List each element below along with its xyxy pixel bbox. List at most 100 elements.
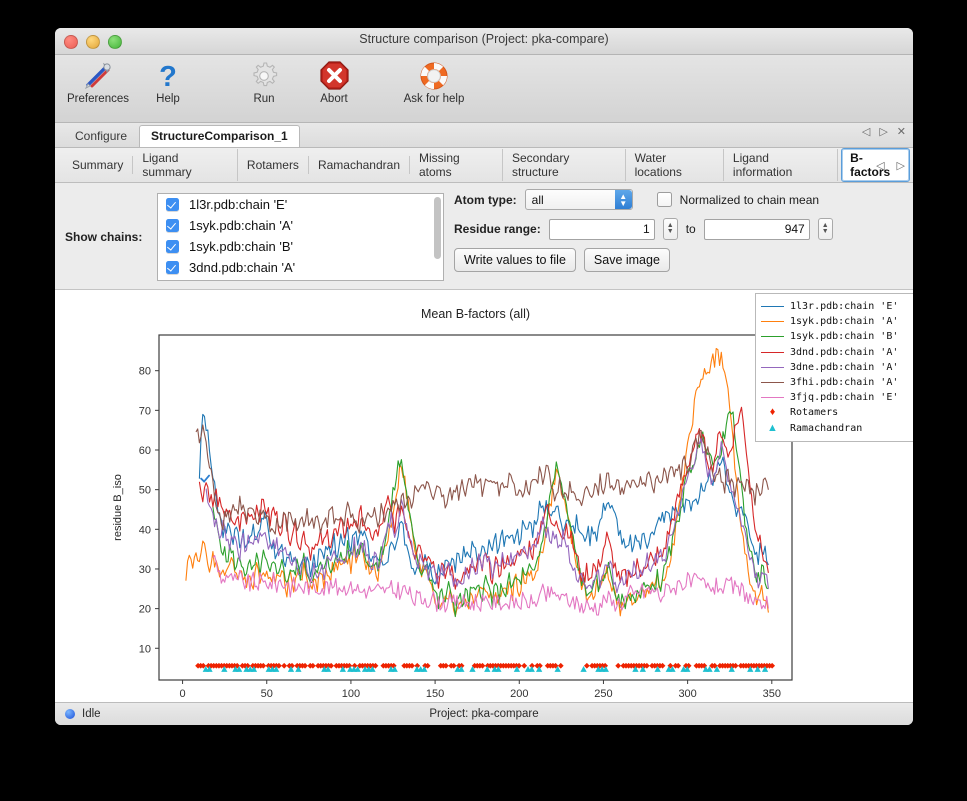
tab-missing-atoms[interactable]: Missing atoms — [410, 149, 503, 181]
ramachandran-marker — [295, 665, 302, 672]
ramachandran-marker — [754, 665, 761, 672]
atom-type-value: all — [531, 192, 544, 207]
residue-to-stepper[interactable]: ▲ ▼ — [817, 218, 833, 240]
scrollbar-thumb[interactable] — [434, 197, 441, 259]
residue-range-to-input[interactable]: 947 — [703, 218, 810, 240]
residue-range-from-input[interactable]: 1 — [548, 218, 655, 240]
tab-ramachandran[interactable]: Ramachandran — [309, 156, 410, 174]
chain-label: 1syk.pdb:chain 'B' — [189, 239, 293, 254]
y-tick-label: 50 — [139, 485, 151, 497]
toolbar-button-abort[interactable]: Abort — [299, 59, 369, 105]
tab-rotamers[interactable]: Rotamers — [238, 156, 309, 174]
window-controls[interactable] — [64, 35, 122, 49]
app-window: Structure comparison (Project: pka-compa… — [55, 28, 913, 725]
chevron-right-icon[interactable]: ▷ — [896, 159, 905, 172]
tab-ligand-information[interactable]: Ligand information — [724, 149, 839, 181]
chevron-left-icon[interactable]: ◁ — [876, 159, 885, 172]
plot-line-series — [198, 413, 769, 585]
write-values-to-file-button[interactable]: Write values to file — [454, 248, 576, 272]
ramachandran-marker — [761, 665, 769, 672]
rotamer-marker — [711, 662, 718, 669]
x-tick-label: 50 — [261, 688, 273, 700]
normalized-label: Normalized to chain mean — [679, 192, 820, 207]
status-indicator-icon — [65, 709, 75, 719]
rotamer-marker — [276, 662, 282, 669]
question-mark-icon: ? — [153, 59, 184, 92]
chain-list-scrollbar[interactable] — [434, 197, 441, 269]
y-tick-label: 40 — [139, 524, 151, 536]
action-button-row: Write values to file Save image — [454, 248, 905, 272]
toolbar-button-ask-for-help[interactable]: Ask for help — [399, 59, 469, 105]
rotamer-marker — [414, 662, 421, 669]
rotamer-marker — [557, 662, 564, 669]
tab-secondary-structure[interactable]: Secondary structure — [503, 149, 626, 181]
ramachandran-marker — [458, 665, 465, 672]
checkbox-checked-icon[interactable] — [166, 198, 179, 211]
legend-line-swatch — [761, 382, 784, 384]
list-item[interactable]: 1syk.pdb:chain 'B' — [158, 236, 443, 257]
legend-label: Ramachandran — [790, 422, 863, 434]
legend-marker-swatch: ▲ — [767, 421, 778, 434]
plot-options-group: Atom type: all ▲ ▼ Normalized to chain me… — [444, 189, 905, 285]
chain-label: 1l3r.pdb:chain 'E' — [189, 197, 288, 212]
list-item[interactable]: 3dnd.pdb:chain 'A' — [158, 257, 443, 278]
atom-type-select[interactable]: all ▲ ▼ — [524, 189, 633, 210]
rotamer-marker — [458, 662, 465, 669]
residue-range-to-label: to — [685, 222, 696, 236]
x-tick-label: 350 — [763, 688, 781, 700]
list-item[interactable]: 1l3r.pdb:chain 'E' — [158, 194, 443, 215]
x-tick-label: 200 — [510, 688, 528, 700]
tab-summary[interactable]: Summary — [63, 156, 134, 174]
ramachandran-marker — [747, 665, 754, 672]
rotamer-marker — [328, 662, 335, 669]
legend-line-swatch — [761, 366, 784, 368]
project-tab-bar: Configure StructureComparison_1 ◁ ▷ ✕ — [55, 123, 913, 148]
ramachandran-marker — [324, 665, 332, 672]
y-tick-label: 30 — [139, 564, 151, 576]
tab-structurecomparison-1[interactable]: StructureComparison_1 — [139, 125, 300, 147]
toolbar-label: Abort — [320, 93, 348, 105]
rotamer-marker — [643, 662, 650, 669]
residue-from-stepper[interactable]: ▲ ▼ — [662, 218, 678, 240]
ramachandran-marker — [421, 665, 428, 672]
status-bar: Idle Project: pka-compare — [55, 702, 913, 725]
ramachandran-marker — [369, 665, 376, 672]
svg-text:?: ? — [159, 61, 177, 91]
tab-water-locations[interactable]: Water locations — [626, 149, 724, 181]
window-title: Structure comparison (Project: pka-compa… — [359, 32, 609, 46]
plot-area[interactable]: Mean B-factors (all) 0 50 100 150 200 250 300 35… — [55, 290, 913, 702]
toolbar-button-run[interactable]: Run — [229, 59, 299, 105]
tab-configure[interactable]: Configure — [75, 129, 128, 143]
plot-line-series — [205, 438, 769, 594]
x-tick-label: 250 — [594, 688, 612, 700]
checkbox-checked-icon[interactable] — [166, 240, 179, 253]
stop-x-icon — [319, 59, 349, 92]
legend-label: Rotamers — [790, 407, 839, 419]
save-image-button[interactable]: Save image — [583, 248, 670, 272]
legend-label: 3fjq.pdb:chain 'E' — [790, 392, 899, 404]
minimize-light[interactable] — [86, 35, 100, 49]
rotamer-marker — [281, 662, 288, 669]
close-icon[interactable]: ✕ — [896, 126, 906, 138]
list-item[interactable]: 1syk.pdb:chain 'A' — [158, 215, 443, 236]
chevron-left-icon[interactable]: ◁ — [861, 126, 871, 138]
b-factor-plot[interactable]: Mean B-factors (all) 0 50 100 150 200 250 300 35… — [55, 290, 913, 702]
legend-item: 1l3r.pdb:chain 'E' — [761, 299, 910, 314]
ramachandran-marker — [580, 665, 587, 672]
chevron-updown-icon[interactable]: ▲ ▼ — [614, 190, 632, 209]
toolbar-button-help[interactable]: ? Help — [133, 59, 203, 105]
tab-nav-controls: ◁ ▷ ✕ — [862, 125, 906, 138]
chevron-right-icon[interactable]: ▷ — [879, 126, 888, 138]
tab-ligand-summary[interactable]: Ligand summary — [133, 149, 238, 181]
maximize-light[interactable] — [108, 35, 122, 49]
checkbox-checked-icon[interactable] — [166, 261, 179, 274]
chain-label: 1syk.pdb:chain 'A' — [189, 218, 293, 233]
toolbar-button-preferences[interactable]: Preferences — [63, 59, 133, 105]
ramachandran-marker — [391, 665, 398, 672]
close-light[interactable] — [64, 35, 78, 49]
normalized-checkbox[interactable] — [656, 192, 672, 207]
chain-list[interactable]: 1l3r.pdb:chain 'E' 1syk.pdb:chain 'A' 1s… — [157, 193, 444, 281]
tab-b-factors[interactable]: B-factors — [841, 148, 910, 182]
checkbox-checked-icon[interactable] — [166, 219, 179, 232]
atom-type-row: Atom type: all ▲ ▼ Normalized to chain me… — [454, 189, 905, 210]
